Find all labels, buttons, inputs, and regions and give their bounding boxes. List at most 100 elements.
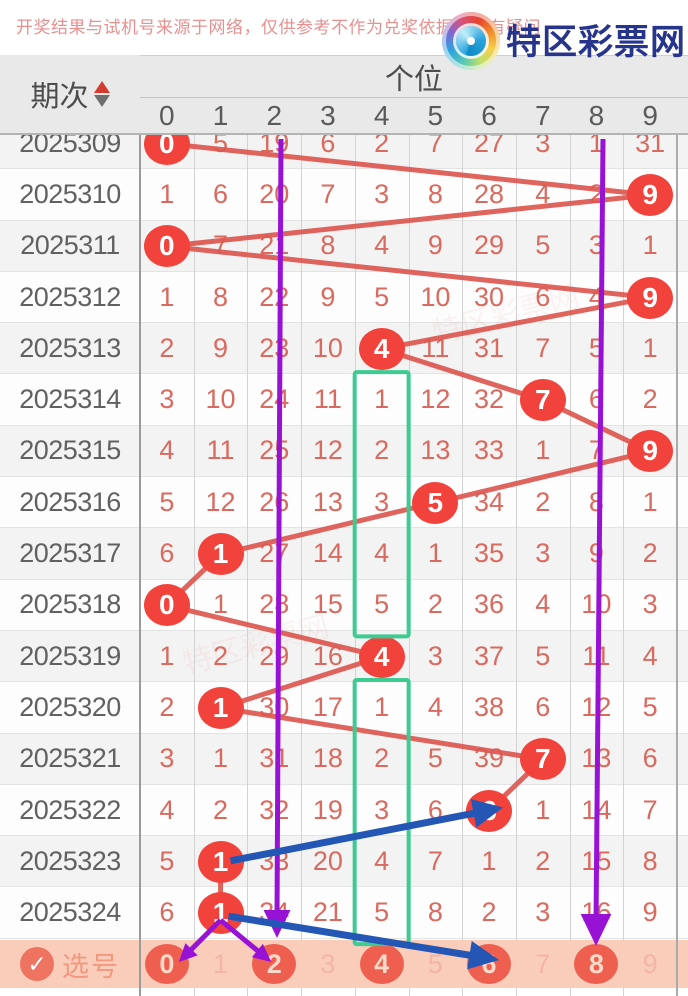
- miss-count-cell: 15: [581, 845, 612, 876]
- trend-row-2025319: 2025319 1 2 29 16 3 37 5 11 4: [0, 631, 688, 683]
- selection-digit-0[interactable]: 0: [144, 944, 189, 984]
- selection-digit-4[interactable]: 4: [359, 944, 404, 984]
- digit-header-7[interactable]: 7: [534, 99, 551, 131]
- period-label[interactable]: 2025313: [19, 332, 121, 363]
- miss-count-cell: 12: [420, 384, 451, 415]
- digit-header-3[interactable]: 3: [320, 99, 336, 131]
- selection-digit-1[interactable]: 1: [213, 948, 229, 979]
- period-label[interactable]: 2025317: [19, 538, 121, 569]
- period-label[interactable]: 2025324: [19, 897, 121, 928]
- miss-count-cell: 1: [213, 589, 229, 620]
- selection-digit-9[interactable]: 9: [642, 948, 658, 979]
- trend-row-2025323: 2025323 5 33 20 4 7 1 2 15 8: [0, 836, 688, 888]
- trend-row-2025324: 2025324 6 34 21 5 8 2 3 16 9: [0, 887, 688, 939]
- miss-count-cell: 4: [374, 538, 390, 569]
- miss-count-cell: 13: [420, 435, 451, 466]
- selection-digit-2[interactable]: 2: [252, 944, 297, 984]
- miss-count-cell: 5: [642, 691, 658, 722]
- miss-count-cell: 31: [474, 332, 505, 363]
- disclaimer-text: 开奖结果与试机号来源于网络，仅供参考不作为兑奖依据。如有疑问: [16, 18, 541, 37]
- winner-circle-2025321[interactable]: 7: [519, 738, 566, 781]
- period-label[interactable]: 2025319: [19, 640, 121, 671]
- winner-circle-2025311[interactable]: 0: [143, 225, 190, 268]
- winner-circle-2025314[interactable]: 7: [519, 379, 566, 422]
- miss-count-cell: 32: [259, 794, 290, 825]
- miss-count-cell: 17: [312, 691, 343, 722]
- miss-count-cell: 2: [213, 640, 229, 671]
- period-label[interactable]: 2025318: [19, 589, 121, 620]
- period-label[interactable]: 2025320: [19, 691, 121, 722]
- digit-header-2[interactable]: 2: [266, 99, 283, 131]
- winner-circle-2025324[interactable]: 1: [197, 892, 244, 935]
- miss-count-cell: 4: [374, 845, 390, 876]
- miss-count-cell: 31: [259, 743, 290, 774]
- miss-count-cell: 30: [474, 281, 505, 312]
- miss-count-cell: 15: [312, 589, 343, 620]
- miss-count-cell: 3: [588, 230, 604, 261]
- label-column-divider: [139, 55, 141, 996]
- miss-count-cell: 7: [642, 794, 658, 825]
- digit-header-8[interactable]: 8: [588, 99, 605, 131]
- miss-count-cell: 5: [535, 230, 551, 261]
- period-label[interactable]: 2025323: [19, 845, 121, 876]
- digit-header-4[interactable]: 4: [373, 99, 390, 131]
- sort-arrows-icon[interactable]: [93, 81, 110, 107]
- period-label[interactable]: 2025312: [19, 281, 121, 312]
- miss-count-cell: 8: [320, 230, 336, 261]
- selection-digit-5[interactable]: 5: [427, 948, 443, 979]
- miss-count-cell: 3: [535, 897, 551, 928]
- winner-circle-2025316[interactable]: 5: [412, 481, 459, 524]
- digit-header-5[interactable]: 5: [427, 99, 444, 131]
- selection-digit-6[interactable]: 6: [467, 944, 512, 984]
- site-logo[interactable]: 特区彩票网: [441, 4, 686, 74]
- winner-circle-2025312[interactable]: 9: [627, 276, 674, 319]
- winner-circle-2025322[interactable]: 6: [466, 789, 513, 832]
- selection-digit-7[interactable]: 7: [535, 948, 551, 979]
- selection-digit-8[interactable]: 8: [574, 944, 619, 984]
- miss-count-cell: 36: [474, 589, 505, 620]
- winner-circle-2025320[interactable]: 1: [197, 686, 244, 729]
- winner-circle-2025323[interactable]: 1: [197, 840, 244, 883]
- period-label[interactable]: 2025311: [20, 230, 120, 261]
- miss-count-cell: 2: [535, 845, 551, 876]
- miss-count-cell: 9: [320, 281, 336, 312]
- selection-digit-3[interactable]: 3: [320, 948, 336, 979]
- miss-count-cell: 34: [474, 486, 505, 517]
- miss-count-cell: 21: [312, 897, 343, 928]
- winner-circle-2025318[interactable]: 0: [143, 584, 190, 627]
- miss-count-cell: 3: [642, 589, 658, 620]
- period-column-header[interactable]: 期次: [0, 55, 140, 135]
- winner-circle-2025319[interactable]: 4: [358, 635, 405, 678]
- winner-circle-2025310[interactable]: 9: [627, 173, 674, 216]
- digit-header-1[interactable]: 1: [212, 99, 229, 131]
- winner-circle-2025313[interactable]: 4: [358, 327, 405, 370]
- miss-count-cell: 2: [481, 897, 497, 928]
- miss-count-cell: 2: [374, 435, 390, 466]
- period-label[interactable]: 2025322: [19, 794, 121, 825]
- period-label[interactable]: 2025316: [19, 486, 121, 517]
- miss-count-cell: 18: [312, 743, 343, 774]
- digit-header-9[interactable]: 9: [642, 99, 658, 131]
- period-label[interactable]: 2025314: [19, 384, 121, 415]
- digit-header-0[interactable]: 0: [159, 99, 175, 131]
- miss-count-cell: 4: [588, 281, 604, 312]
- miss-count-cell: 9: [427, 230, 443, 261]
- trend-row-2025321: 2025321 3 1 31 18 2 5 39 13 6: [0, 733, 688, 785]
- period-header-label: 期次: [30, 81, 89, 113]
- column-grid-line: [247, 98, 249, 996]
- miss-count-cell: 3: [427, 640, 443, 671]
- miss-count-cell: 26: [259, 486, 290, 517]
- check-icon[interactable]: ✓: [20, 947, 54, 981]
- miss-count-cell: 9: [642, 897, 658, 928]
- miss-count-cell: 33: [474, 435, 505, 466]
- period-label[interactable]: 2025315: [19, 435, 121, 466]
- period-label[interactable]: 2025310: [19, 178, 121, 209]
- miss-count-cell: 11: [313, 384, 342, 415]
- digit-header-6[interactable]: 6: [481, 99, 497, 131]
- miss-count-cell: 3: [374, 178, 390, 209]
- miss-count-cell: 1: [535, 435, 551, 466]
- winner-circle-2025317[interactable]: 1: [197, 533, 244, 576]
- sort-up-icon: [93, 81, 110, 93]
- period-label[interactable]: 2025321: [19, 743, 121, 774]
- column-grid-line: [193, 98, 195, 996]
